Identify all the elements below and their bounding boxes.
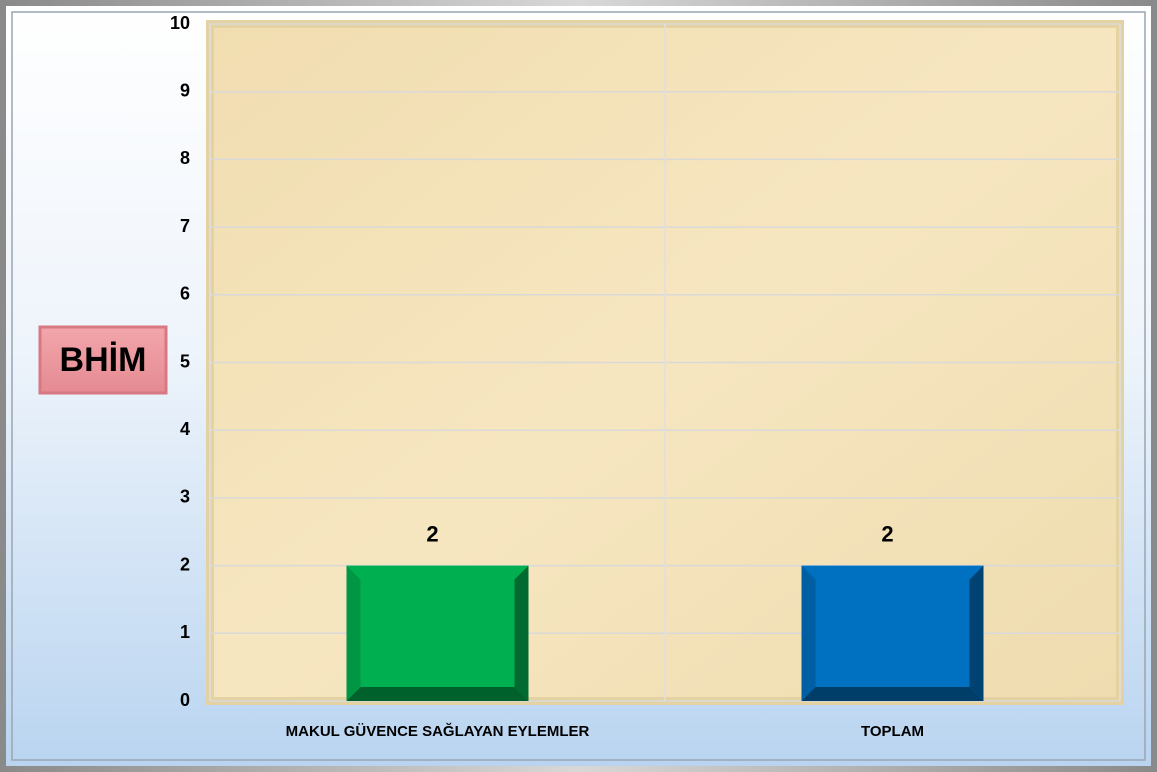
x-tick-label: MAKUL GÜVENCE SAĞLAYAN EYLEMLER <box>286 722 590 740</box>
data-label: 2 <box>881 521 893 546</box>
y-tick-label: 5 <box>180 351 190 371</box>
y-tick-label: 7 <box>180 216 190 236</box>
bar <box>346 565 529 701</box>
bar-bevel <box>801 565 816 701</box>
bar-bevel <box>969 565 984 701</box>
y-tick-label: 2 <box>180 554 190 574</box>
bar <box>801 565 984 701</box>
bar-bevel <box>346 687 529 701</box>
bar-bevel <box>514 565 529 701</box>
y-tick-label: 1 <box>180 622 190 642</box>
y-label-box <box>38 325 168 395</box>
y-tick-label: 3 <box>180 487 190 507</box>
y-tick-label: 9 <box>180 80 190 100</box>
bar-bevel <box>346 565 361 701</box>
bar-bevel <box>801 687 984 701</box>
y-tick-label: 8 <box>180 148 190 168</box>
y-axis-label: BHİM <box>60 341 147 379</box>
data-label: 2 <box>426 521 438 546</box>
y-tick-label: 6 <box>180 284 190 304</box>
x-tick-label: TOPLAM <box>861 723 924 740</box>
y-tick-label: 0 <box>180 690 190 710</box>
y-tick-label: 10 <box>170 13 190 33</box>
y-tick-label: 4 <box>180 419 190 439</box>
inner-frame <box>11 11 1146 761</box>
